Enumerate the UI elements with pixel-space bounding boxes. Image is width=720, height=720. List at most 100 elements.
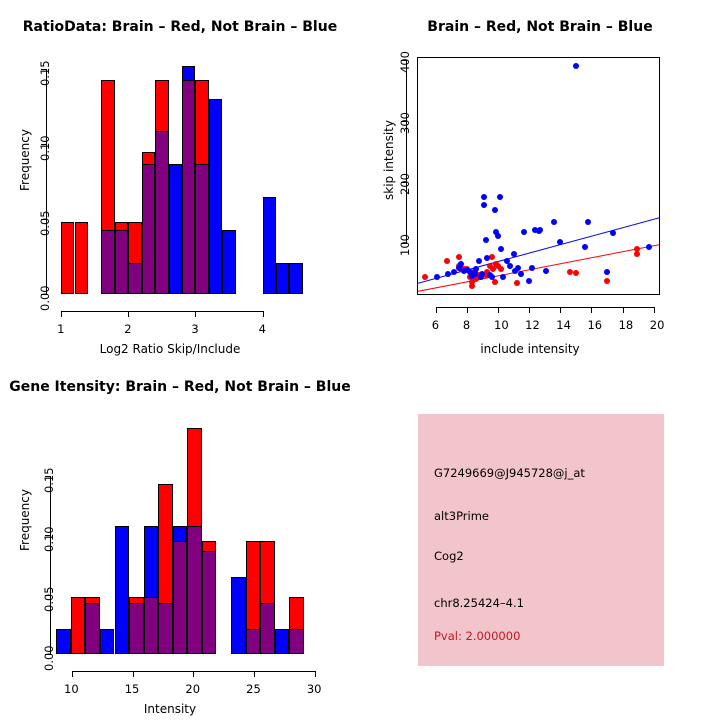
scatter-point	[582, 243, 589, 250]
panel-scatter-title: Brain – Red, Not Brain – Blue	[427, 19, 653, 35]
scatter-point	[457, 261, 464, 268]
x-tick	[262, 311, 264, 317]
histogram-bar-overlap	[101, 229, 115, 294]
histogram-bar	[56, 629, 71, 654]
x-tick	[314, 671, 316, 677]
scatter-point	[434, 274, 441, 281]
x-tick-label: 12	[525, 318, 540, 332]
panel-ratio-plotarea: 0.00 0.05 0.10 0.15 1 2 3 4	[0, 0, 360, 360]
scatter-point	[487, 262, 494, 269]
scatter-point	[476, 258, 483, 265]
panel-gene-title: Gene Itensity: Brain – Red, Not Brain – …	[9, 379, 351, 395]
y-tick-label: 400	[398, 51, 412, 74]
histogram-bar	[289, 262, 303, 294]
scatter-point	[468, 273, 475, 280]
info-line-gene-symbol: Cog2	[434, 549, 464, 563]
x-tick	[132, 671, 134, 677]
x-tick	[195, 311, 197, 317]
scatter-point	[515, 264, 522, 271]
histogram-bar-overlap	[195, 163, 209, 294]
x-tick-label: 15	[124, 682, 140, 696]
y-tick-label: 0.05	[38, 210, 52, 237]
y-tick	[41, 144, 47, 146]
x-tick	[128, 311, 130, 317]
scatter-point	[551, 219, 558, 226]
x-tick-label: 1	[57, 322, 65, 336]
scatter-point	[474, 272, 481, 279]
info-line-probe-id: G7249669@J945728@j_at	[434, 466, 585, 480]
histogram-bar	[222, 229, 236, 294]
histogram-bar-overlap	[155, 130, 169, 294]
histogram-bar	[114, 525, 130, 654]
panel-scatter-xlabel: include intensity	[480, 342, 580, 356]
x-tick	[529, 307, 531, 313]
scatter-point	[463, 266, 470, 273]
x-tick-label: 8	[462, 318, 471, 332]
x-tick-label: 30	[306, 682, 322, 696]
scatter-point	[460, 268, 467, 275]
scatter-point	[633, 251, 640, 258]
y-tick-label: 100	[398, 234, 412, 257]
scatter-point	[646, 244, 653, 251]
y-tick-label: 0.05	[42, 585, 56, 612]
y-tick	[401, 60, 407, 62]
scatter-point	[466, 269, 473, 276]
histogram-bar-overlap	[172, 541, 188, 654]
x-tick	[591, 307, 593, 313]
scatter-point	[490, 265, 497, 272]
scatter-inner	[418, 58, 659, 294]
x-tick-label: 10	[494, 318, 509, 332]
probe-info-panel: G7249669@J945728@j_at alt3Prime Cog2 chr…	[418, 414, 664, 666]
y-tick	[41, 219, 47, 221]
y-tick	[45, 535, 51, 537]
scatter-point	[566, 269, 573, 276]
scatter-point	[532, 226, 539, 233]
scatter-point	[498, 246, 505, 253]
histogram-bar-overlap	[201, 550, 217, 654]
histogram-bar-overlap	[85, 602, 100, 654]
y-tick-label: 0.00	[42, 645, 56, 671]
histogram-bar	[168, 163, 182, 294]
histogram-bar-overlap	[114, 229, 129, 294]
x-tick	[72, 671, 73, 677]
scatter-point	[479, 270, 486, 277]
panel-ratio-xlabel: Log2 Ratio Skip/Include	[99, 342, 241, 356]
histogram-bar	[74, 222, 88, 294]
y-tick	[45, 475, 51, 477]
x-tick-label: 18	[618, 318, 634, 332]
scatter-point	[445, 270, 452, 277]
y-axis-line	[406, 60, 407, 245]
scatter-point	[456, 253, 463, 260]
x-tick	[498, 307, 499, 313]
histogram-bar-overlap	[141, 163, 156, 294]
scatter-point	[499, 274, 506, 281]
x-tick-label: 16	[587, 318, 603, 332]
histogram-bar	[70, 596, 86, 654]
panel-ratio-title: RatioData: Brain – Red, Not Brain – Blue	[22, 19, 338, 35]
y-tick-label: 300	[398, 112, 412, 135]
x-tick-label: 20	[649, 318, 665, 332]
info-line-pval: Pval: 2.000000	[434, 629, 521, 643]
histogram-bar-overlap	[289, 629, 304, 654]
x-tick	[435, 307, 437, 313]
scatter-point	[488, 274, 495, 281]
scatter-point	[518, 270, 525, 277]
histogram-bar	[262, 196, 277, 294]
y-tick-label: 0.10	[42, 526, 56, 553]
scatter-point	[493, 229, 500, 236]
y-tick	[401, 121, 407, 123]
scatter-point	[471, 270, 478, 277]
scatter-plot-frame	[417, 57, 660, 295]
scatter-point	[604, 269, 611, 276]
scatter-point	[484, 269, 491, 276]
x-tick-label: 2	[124, 322, 132, 336]
scatter-point	[498, 265, 505, 272]
scatter-point	[443, 257, 450, 264]
histogram-bar	[99, 629, 115, 654]
histogram-bar-overlap	[187, 525, 202, 654]
scatter-point	[521, 229, 528, 236]
histogram-bar	[231, 576, 246, 654]
histogram-bar	[276, 262, 290, 294]
histogram-bar-overlap	[260, 602, 275, 654]
